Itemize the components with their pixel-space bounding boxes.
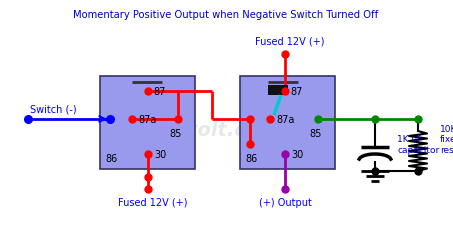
Text: 86: 86 xyxy=(106,153,118,163)
Text: Switch (-): Switch (-) xyxy=(30,105,77,115)
Text: Fused 12V (+): Fused 12V (+) xyxy=(255,37,325,47)
Text: 30: 30 xyxy=(291,149,303,159)
Text: Fused 12V (+): Fused 12V (+) xyxy=(118,197,188,207)
Text: 10K
fixed
resistor: 10K fixed resistor xyxy=(440,125,453,154)
Text: 85: 85 xyxy=(310,128,322,138)
Text: 87a: 87a xyxy=(277,115,295,125)
Text: (+) Output: (+) Output xyxy=(259,197,312,207)
Bar xyxy=(100,77,195,169)
Text: 87a: 87a xyxy=(139,115,157,125)
Bar xyxy=(240,77,335,169)
Text: 30: 30 xyxy=(154,149,166,159)
Text: 1K uf
capacitor: 1K uf capacitor xyxy=(397,135,439,154)
Text: Momentary Positive Output when Negative Switch Turned Off: Momentary Positive Output when Negative … xyxy=(73,10,379,20)
Bar xyxy=(268,86,288,96)
Text: 87: 87 xyxy=(154,87,166,97)
Text: 86: 86 xyxy=(246,153,258,163)
Text: the12volt.com: the12volt.com xyxy=(121,120,279,139)
Text: 87: 87 xyxy=(291,87,303,97)
Text: 85: 85 xyxy=(170,128,182,138)
